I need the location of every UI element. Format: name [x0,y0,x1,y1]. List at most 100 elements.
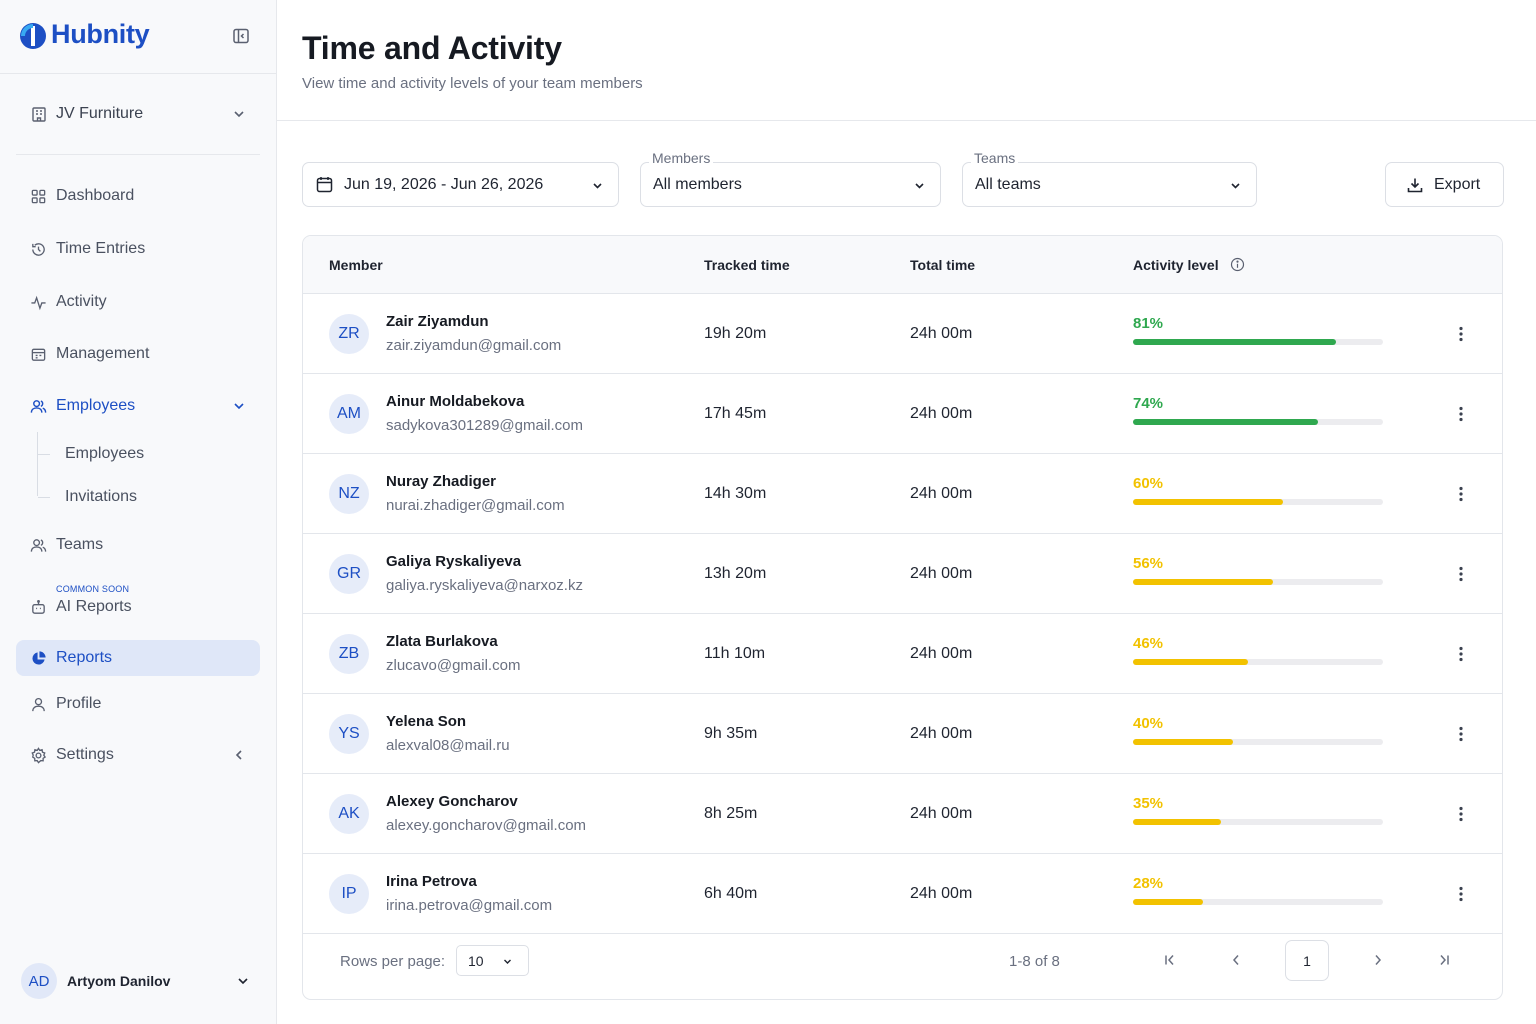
member-email: galiya.ryskaliyeva@narxoz.kz [386,577,583,594]
sidebar-item-profile[interactable]: Profile [16,686,260,722]
member-name: Ainur Moldabekova [386,393,525,410]
table-row[interactable]: ZB Zlata Burlakova zlucavo@gmail.com 11h 10… [303,614,1502,694]
sidebar-subitem-employees[interactable]: Employees [38,439,258,469]
table-row[interactable]: GR Galiya Ryskaliyeva galiya.ryskaliyeva@n… [303,534,1502,614]
total-time: 24h 00m [910,325,973,342]
user-menu[interactable]: AD Artyom Danilov [16,960,260,1002]
last-page-button[interactable] [1430,946,1458,974]
workspace-selector[interactable]: JV Furniture [16,96,260,132]
sidebar-item-label: Reports [56,649,113,666]
sidebar-item-employees[interactable]: Employees [16,388,260,424]
activity-bar-track [1133,659,1383,665]
sidebar-item-label: Settings [56,746,114,763]
sidebar-item-settings[interactable]: Settings [16,737,260,773]
sidebar-subitem-label: Employees [65,445,145,462]
member-email: zair.ziyamdun@gmail.com [386,337,562,354]
pie-chart-icon [32,650,46,665]
sidebar-item-management[interactable]: Management [16,336,260,372]
sidebar-item-label: Employees [56,397,136,414]
more-options-icon[interactable] [1451,804,1471,824]
chevron-down-icon [504,959,511,964]
column-header-member[interactable]: Member [329,257,383,273]
last-page-icon [1440,955,1449,965]
sidebar-item-label: Teams [56,536,104,553]
activity-percent: 81% [1133,315,1164,332]
export-button-label: Export [1434,175,1481,193]
activity-bar-track [1133,419,1383,425]
column-header-tracked-time[interactable]: Tracked time [704,257,790,273]
more-options-icon[interactable] [1451,484,1471,504]
table-row[interactable]: ZR Zair Ziyamdun zair.ziyamdun@gmail.com 19… [303,294,1502,374]
tracked-time: 17h 45m [704,405,767,422]
activity-percent: 74% [1133,395,1164,412]
next-page-button[interactable] [1364,946,1392,974]
activity-bar-fill [1133,339,1336,345]
member-name: Zlata Burlakova [386,633,498,650]
more-options-icon[interactable] [1451,564,1471,584]
table-row[interactable]: IP Irina Petrova irina.petrova@gmail.com 6h… [303,854,1502,934]
table-row[interactable]: AM Ainur Moldabekova sadykova301289@gmail.… [303,374,1502,454]
activity-bar-fill [1133,739,1233,745]
sidebar-item-ai-reports[interactable]: AI Reports [16,589,260,625]
sidebar-item-label: Profile [56,695,102,712]
collapse-sidebar-icon[interactable] [232,27,250,45]
sidebar-item-reports[interactable]: Reports [16,640,260,676]
logo-row: Hubnity [0,0,276,74]
more-options-icon[interactable] [1451,884,1471,904]
page-title: Time and Activity [302,30,562,66]
activity-table: Member Tracked time Total time Activity … [302,235,1503,1000]
more-options-icon[interactable] [1451,644,1471,664]
rows-per-page-select[interactable]: 10 [456,945,529,976]
info-icon[interactable] [1230,257,1245,272]
table-row[interactable]: NZ Nuray Zhadiger nurai.zhadiger@gmail.com… [303,454,1502,534]
table-row[interactable]: AK Alexey Goncharov alexey.goncharov@gmail… [303,774,1502,854]
more-options-icon[interactable] [1451,724,1471,744]
sidebar-item-label: AI Reports [56,598,132,615]
member-name: Nuray Zhadiger [386,473,497,490]
submenu-guide-line [37,432,38,496]
export-button[interactable]: Export [1385,162,1504,207]
sidebar-item-activity[interactable]: Activity [16,284,260,320]
activity-percent: 40% [1133,715,1164,732]
total-time: 24h 00m [910,805,973,822]
activity-percent: 56% [1133,555,1164,572]
more-options-icon[interactable] [1451,404,1471,424]
first-page-button[interactable] [1156,946,1184,974]
sidebar-item-dashboard[interactable]: Dashboard [16,178,260,214]
user-icon [32,697,45,711]
date-range-picker[interactable]: Jun 19, 2026 - Jun 26, 2026 [302,162,619,207]
avatar: GR [329,554,369,594]
members-select-value: All members [653,175,742,193]
members-select[interactable]: All members [640,162,941,207]
previous-page-button[interactable] [1222,946,1250,974]
sidebar-item-label: Management [56,345,150,362]
current-page-button[interactable]: 1 [1285,940,1329,981]
activity-percent: 46% [1133,635,1164,652]
avatar: YS [329,714,369,754]
table-header: Member Tracked time Total time Activity … [303,236,1502,294]
grid-icon [31,189,46,203]
total-time: 24h 00m [910,405,973,422]
sidebar-subitem-invitations[interactable]: Invitations [38,482,258,512]
chevron-down-icon [1231,183,1240,189]
teams-select[interactable]: All teams [962,162,1257,207]
tracked-time: 8h 25m [704,805,758,822]
sidebar-item-teams[interactable]: Teams [16,527,260,563]
column-header-activity-level[interactable]: Activity level [1133,257,1219,273]
avatar: AM [329,394,369,434]
total-time: 24h 00m [910,885,973,902]
member-email: irina.petrova@gmail.com [386,897,553,914]
coming-soon-tag: COMMON SOON [56,584,130,594]
more-options-icon[interactable] [1451,324,1471,344]
calendar-icon [316,177,333,193]
table-footer: Rows per page: 10 1-8 of 8 1 [303,931,1502,999]
sidebar-item-label: Time Entries [56,240,146,257]
column-header-total-time[interactable]: Total time [910,257,976,273]
chevron-right-icon [1375,955,1382,965]
activity-bar-track [1133,339,1383,345]
sidebar-item-time-entries[interactable]: Time Entries [16,231,260,267]
chevron-left-icon [1232,955,1239,965]
calendar-board-icon [31,348,46,361]
app-name: Hubnity [51,19,150,49]
table-row[interactable]: YS Yelena Son alexval08@mail.ru 9h 35m 24h 0… [303,694,1502,774]
